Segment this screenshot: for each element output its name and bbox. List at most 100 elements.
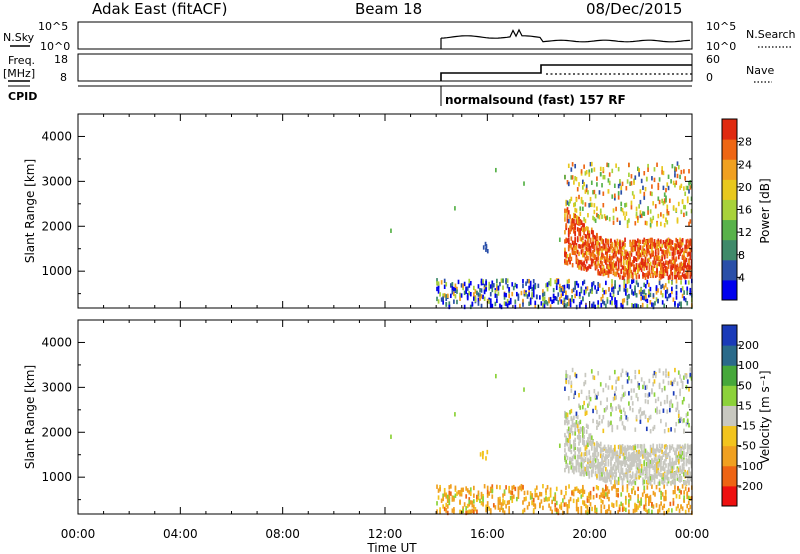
data-cell xyxy=(577,506,580,512)
data-cell xyxy=(654,463,657,468)
data-cell xyxy=(453,497,455,502)
data-cell xyxy=(630,452,633,458)
data-cell xyxy=(585,250,588,256)
data-cell xyxy=(646,509,649,514)
data-cell xyxy=(628,456,630,462)
data-cell xyxy=(585,471,588,476)
data-cell xyxy=(603,258,606,264)
data-cell xyxy=(594,260,597,266)
data-cell xyxy=(621,481,624,486)
data-cell xyxy=(598,461,601,467)
data-cell xyxy=(681,266,684,271)
data-cell xyxy=(601,454,603,460)
data-cell xyxy=(606,215,609,220)
data-cell xyxy=(628,172,630,178)
data-cell xyxy=(667,479,670,484)
data-cell xyxy=(644,466,647,472)
data-cell xyxy=(670,266,672,271)
data-cell xyxy=(576,454,579,459)
data-cell xyxy=(624,507,627,513)
data-cell xyxy=(647,167,649,172)
data-cell xyxy=(594,464,597,470)
data-cell xyxy=(631,275,634,280)
data-cell xyxy=(574,280,577,286)
data-cell xyxy=(617,195,620,200)
data-cell xyxy=(668,259,671,264)
data-cell xyxy=(566,283,569,289)
data-cell xyxy=(622,241,625,246)
data-cell xyxy=(584,227,587,232)
data-cell xyxy=(663,467,666,472)
colorbar-tick-label: 28 xyxy=(738,136,752,149)
data-cell xyxy=(615,251,617,256)
data-cell xyxy=(564,217,566,222)
data-cell xyxy=(634,256,637,262)
data-cell xyxy=(581,235,584,240)
data-cell xyxy=(573,446,575,451)
data-cell xyxy=(671,508,673,513)
data-cell xyxy=(662,480,665,485)
data-cell xyxy=(655,484,658,490)
data-cell xyxy=(522,302,524,307)
data-cell xyxy=(613,469,616,475)
data-cell xyxy=(449,283,452,288)
data-cell xyxy=(575,420,578,425)
data-cell xyxy=(677,451,680,456)
data-cell xyxy=(564,258,566,264)
data-cell xyxy=(566,295,569,300)
data-cell xyxy=(602,387,605,393)
data-cell xyxy=(617,463,620,469)
data-cell xyxy=(552,293,555,299)
data-cell xyxy=(644,263,647,268)
data-cell xyxy=(621,298,624,304)
data-cell xyxy=(652,450,655,455)
data-cell xyxy=(681,418,684,424)
data-cell xyxy=(621,394,624,399)
data-cell xyxy=(592,408,594,414)
data-cell xyxy=(573,415,575,420)
data-cell xyxy=(651,448,653,453)
data-cell xyxy=(567,429,570,434)
data-cell xyxy=(583,260,585,266)
data-cell xyxy=(660,472,662,478)
data-cell xyxy=(605,216,607,221)
data-cell xyxy=(652,260,655,265)
data-cell xyxy=(637,304,639,309)
data-cell xyxy=(601,488,604,493)
data-cell xyxy=(683,186,685,191)
data-cell xyxy=(638,239,640,244)
data-cell xyxy=(576,215,579,221)
colorbar-segment xyxy=(722,119,737,140)
data-cell xyxy=(596,264,598,269)
data-cell xyxy=(625,470,628,475)
data-cell xyxy=(529,495,532,500)
data-cell xyxy=(643,191,646,197)
data-cell xyxy=(638,369,640,375)
data-cell xyxy=(473,499,475,504)
data-cell xyxy=(592,375,594,380)
data-cell xyxy=(624,411,626,416)
data-cell xyxy=(564,208,566,213)
data-cell xyxy=(675,264,678,270)
data-cell xyxy=(602,254,605,259)
data-cell xyxy=(662,250,665,256)
data-cell xyxy=(654,251,657,257)
data-cell xyxy=(680,242,683,247)
data-cell xyxy=(644,474,647,480)
data-cell xyxy=(686,411,689,417)
data-cell xyxy=(566,412,569,418)
data-cell xyxy=(549,304,552,309)
data-cell xyxy=(620,268,623,274)
data-cell xyxy=(630,241,633,247)
data-cell xyxy=(605,486,607,492)
data-cell xyxy=(677,273,680,278)
data-cell xyxy=(667,245,670,250)
data-cell xyxy=(557,279,560,284)
data-cell xyxy=(483,283,486,289)
data-cell xyxy=(575,208,578,213)
data-cell xyxy=(640,267,643,273)
data-cell xyxy=(564,467,566,473)
data-cell xyxy=(675,295,678,300)
data-cell xyxy=(680,261,683,267)
data-cell xyxy=(566,302,569,307)
